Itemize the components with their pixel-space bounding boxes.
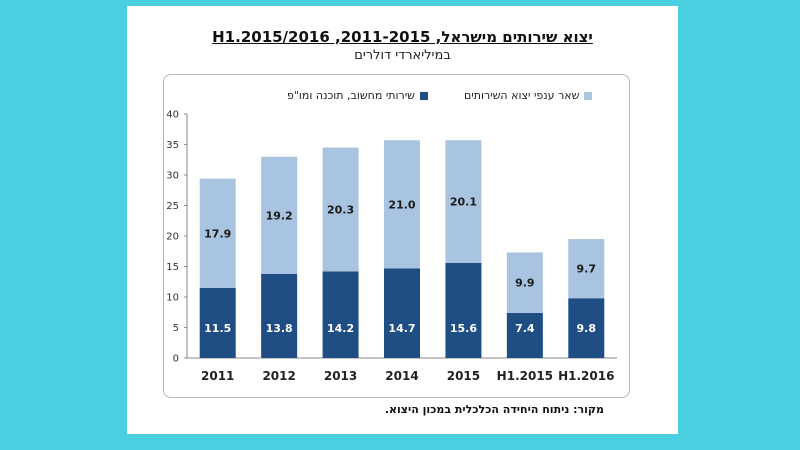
chart-title: יצוא שירותים מישראל, 2011-2015, H1.2015/…	[212, 28, 593, 46]
bar-segment	[322, 271, 359, 358]
y-tick-label: 25	[166, 201, 179, 212]
data-label: 15.6	[450, 322, 477, 335]
chart-card: יצוא שירותים מישראל, 2011-2015, H1.2015/…	[127, 6, 678, 434]
bar-segment	[445, 140, 482, 263]
data-label: 7.4	[515, 322, 535, 335]
legend-item-computing: שירותי מחשוב, תוכנה ומו"פ	[287, 89, 428, 102]
data-label: 9.9	[515, 277, 535, 290]
data-label: 11.5	[204, 322, 231, 335]
data-label: 14.7	[388, 322, 415, 335]
y-tick-label: 15	[166, 262, 179, 273]
legend-swatch-other	[584, 91, 593, 100]
y-tick-label: 20	[166, 232, 179, 243]
legend-label-computing: שירותי מחשוב, תוכנה ומו"פ	[287, 89, 415, 102]
bar-segment	[384, 140, 420, 269]
source-note: מקור: ניתוח היחידה הכלכלית במכון היצוא.	[384, 403, 604, 416]
bar-segment	[568, 298, 605, 358]
x-tick-label: 2013	[324, 369, 357, 383]
chart-subtitle: במיליארדי דולרים	[354, 48, 451, 63]
y-tick-label: 35	[166, 140, 179, 151]
data-label: 21.0	[388, 198, 415, 211]
data-label: 17.9	[204, 227, 231, 240]
bar-segment	[199, 178, 236, 288]
data-label: 13.8	[266, 322, 293, 335]
chart-legend: שירותי מחשוב, תוכנה ומו"פ שאר ענפי יצוא …	[287, 89, 617, 102]
y-tick-label: 10	[166, 293, 179, 304]
data-label: 20.3	[327, 203, 354, 216]
bar-segment	[199, 287, 236, 358]
data-label: 20.1	[450, 196, 477, 209]
bar-segment	[506, 252, 543, 313]
bar-segment	[384, 268, 420, 358]
legend-swatch-computing	[419, 91, 428, 100]
x-tick-label: H1.2016	[558, 369, 614, 383]
bar-segment	[322, 147, 359, 272]
y-tick-label: 30	[166, 171, 179, 182]
data-label: 14.2	[327, 322, 354, 335]
x-tick-label: H1.2015	[497, 369, 553, 383]
x-tick-label: 2014	[385, 369, 418, 383]
x-tick-label: 2012	[262, 369, 295, 383]
y-tick-label: 40	[166, 110, 179, 121]
data-label: 19.2	[266, 209, 293, 222]
data-label: 9.7	[577, 263, 597, 276]
legend-item-other: שאר ענפי יצוא השירותים	[463, 89, 593, 102]
bar-segment	[506, 312, 543, 358]
x-tick-label: 2015	[447, 369, 480, 383]
data-label: 9.8	[577, 322, 597, 335]
y-tick-label: 0	[173, 354, 179, 365]
bar-segment	[261, 156, 298, 274]
y-tick-label: 5	[173, 323, 179, 334]
bar-segment	[261, 273, 298, 358]
bar-chart: 0 5 10 15 20 25 30 35 40 11.5 17.9 2011 13.8 19.2 2012…	[166, 110, 617, 383]
bar-segment	[445, 262, 482, 358]
x-tick-label: 2011	[201, 369, 234, 383]
bar-segment	[568, 239, 605, 299]
legend-label-other: שאר ענפי יצוא השירותים	[463, 89, 580, 102]
